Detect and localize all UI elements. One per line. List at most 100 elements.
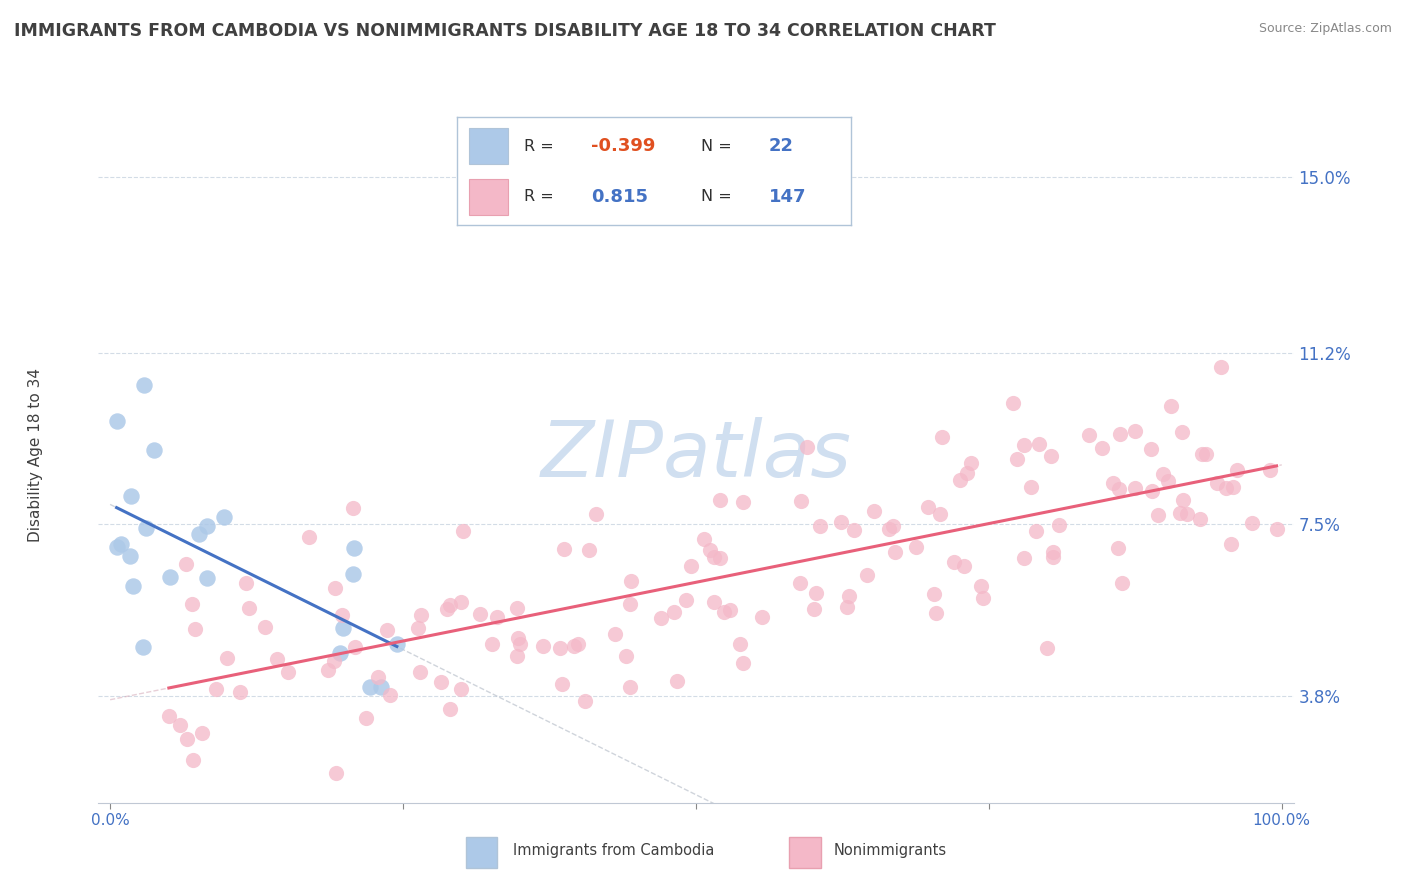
Point	[882, 518, 904, 533]
Point	[949, 473, 972, 487]
Point	[1175, 507, 1198, 521]
Point	[751, 609, 773, 624]
Point	[143, 443, 166, 458]
Point	[574, 694, 596, 708]
Point	[1195, 447, 1218, 461]
Point	[1171, 425, 1194, 440]
Point	[883, 545, 905, 559]
Point	[229, 685, 252, 699]
Point	[235, 576, 257, 591]
Point	[666, 674, 689, 689]
Point	[176, 731, 198, 746]
Point	[332, 621, 354, 635]
Point	[1205, 475, 1227, 490]
Point	[409, 665, 432, 679]
Point	[972, 591, 994, 606]
Point	[619, 680, 641, 694]
Point	[970, 579, 993, 593]
Text: ZIPatlas: ZIPatlas	[540, 417, 852, 493]
Point	[692, 532, 714, 546]
Point	[578, 542, 600, 557]
Point	[481, 637, 503, 651]
Point	[191, 726, 214, 740]
Point	[159, 570, 181, 584]
Point	[837, 600, 859, 615]
Point	[922, 587, 945, 601]
Point	[804, 586, 827, 600]
Point	[195, 571, 218, 585]
Point	[344, 640, 367, 654]
Point	[238, 601, 260, 615]
Point	[253, 620, 276, 634]
Point	[132, 378, 155, 392]
Point	[277, 665, 299, 680]
Point	[1146, 508, 1168, 523]
Point	[952, 558, 974, 573]
Point	[1102, 475, 1125, 490]
Point	[332, 607, 354, 622]
Point	[157, 709, 180, 723]
Text: 147: 147	[769, 187, 806, 206]
Point	[406, 621, 429, 635]
Point	[378, 689, 401, 703]
Point	[1019, 480, 1042, 494]
Point	[789, 575, 811, 590]
Point	[385, 637, 408, 651]
Text: Nonimmigrants: Nonimmigrants	[834, 843, 946, 857]
Point	[187, 527, 209, 541]
Point	[699, 542, 721, 557]
Point	[553, 541, 575, 556]
Point	[709, 493, 731, 508]
Point	[1108, 427, 1130, 442]
Point	[703, 594, 725, 608]
Text: R =: R =	[524, 189, 554, 204]
Point	[1036, 640, 1059, 655]
Point	[662, 606, 685, 620]
Point	[616, 648, 638, 663]
Point	[375, 624, 398, 638]
Point	[1160, 400, 1182, 414]
Point	[1209, 360, 1232, 375]
Point	[212, 510, 235, 524]
Point	[1152, 467, 1174, 482]
Point	[650, 611, 672, 625]
Point	[1077, 427, 1099, 442]
Point	[105, 414, 128, 428]
Text: IMMIGRANTS FROM CAMBODIA VS NONIMMIGRANTS DISABILITY AGE 18 TO 34 CORRELATION CH: IMMIGRANTS FROM CAMBODIA VS NONIMMIGRANT…	[14, 22, 995, 40]
Point	[928, 507, 950, 521]
Point	[120, 489, 142, 503]
Bar	[468, 179, 508, 215]
Point	[122, 579, 145, 593]
Point	[509, 637, 531, 651]
Point	[1170, 506, 1192, 520]
Point	[450, 682, 472, 697]
Point	[713, 605, 735, 619]
Point	[1140, 484, 1163, 499]
Point	[551, 677, 574, 691]
Point	[1191, 447, 1213, 461]
Point	[731, 656, 754, 670]
Point	[855, 568, 877, 582]
Point	[548, 641, 571, 656]
Point	[439, 599, 461, 613]
Point	[359, 680, 381, 694]
Point	[354, 710, 377, 724]
Point	[439, 702, 461, 716]
Point	[585, 507, 607, 521]
Point	[718, 602, 741, 616]
Point	[960, 456, 983, 470]
Point	[174, 558, 197, 572]
Point	[1005, 452, 1028, 467]
Point	[367, 671, 389, 685]
Point	[1215, 482, 1237, 496]
Point	[485, 610, 508, 624]
Point	[709, 550, 731, 565]
Point	[842, 523, 865, 537]
Point	[323, 581, 346, 595]
Point	[956, 466, 979, 480]
Point	[1265, 522, 1288, 536]
Point	[838, 590, 860, 604]
Bar	[468, 128, 508, 164]
Point	[1258, 463, 1281, 477]
Point	[120, 549, 142, 564]
